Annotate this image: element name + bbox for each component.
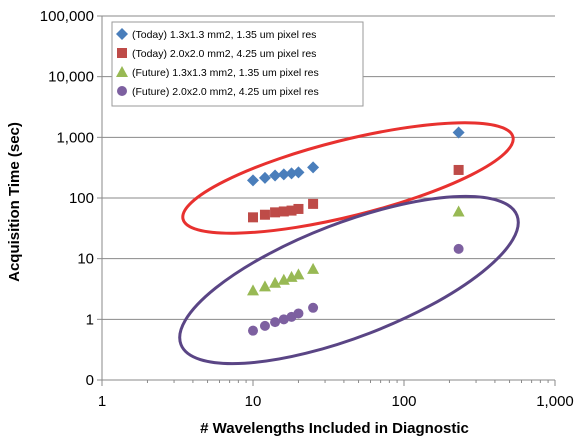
data-point-circle — [248, 325, 258, 336]
y-tick-label: 1 — [86, 311, 94, 328]
y-axis-title: Acquisition Time (sec) — [6, 122, 23, 282]
data-point-diamond — [307, 161, 320, 174]
legend-box — [111, 21, 364, 107]
data-point-circle — [270, 317, 281, 328]
data-point-square — [270, 207, 281, 218]
data-point-square — [259, 209, 270, 220]
y-tick-label: 1,000 — [56, 129, 94, 146]
x-axis-title: # Wavelengths Included in Diagnostic — [200, 420, 469, 437]
data-point-diamond — [452, 126, 465, 139]
highlight-ellipse — [178, 194, 520, 366]
legend-label: (Today) 2.0x2.0 mm2, 4.25 um pixel res — [132, 48, 316, 60]
legend-label: (Future) 1.3x1.3 mm2, 1.35 um pixel res — [132, 67, 319, 79]
data-point-diamond — [269, 169, 282, 182]
data-point-diamond — [258, 171, 271, 184]
data-point-circle — [453, 243, 464, 254]
data-point-circle — [259, 320, 270, 331]
legend-marker-circle — [117, 86, 127, 96]
data-point-triangle — [247, 284, 259, 296]
highlight-ellipse — [181, 121, 515, 235]
ellipse-layer — [178, 121, 520, 366]
data-point-triangle — [452, 205, 465, 217]
data-point-diamond — [247, 174, 259, 187]
data-point-square — [286, 205, 297, 216]
legend-label: (Today) 1.3x1.3 mm2, 1.35 um pixel res — [132, 29, 316, 41]
data-point-diamond — [292, 166, 305, 179]
legend-marker-triangle — [116, 66, 128, 77]
data-point-triangle — [277, 273, 290, 285]
data-point-circle — [278, 314, 289, 325]
y-tick-label: 100 — [69, 190, 94, 207]
data-point-circle — [293, 308, 304, 319]
x-tick-label: 100 — [391, 393, 416, 410]
legend: (Today) 1.3x1.3 mm2, 1.35 um pixel res (T… — [111, 21, 364, 107]
legend-label: (Future) 2.0x2.0 mm2, 4.25 um pixel res — [132, 86, 319, 98]
data-point-square — [278, 206, 289, 217]
x-tick-label: 1 — [98, 393, 106, 410]
y-tick-label: 10,000 — [48, 69, 94, 86]
data-point-triangle — [269, 276, 282, 288]
x-tick-label: 1,000 — [536, 393, 574, 410]
x-tick-label: 10 — [245, 393, 262, 410]
data-point-square — [453, 164, 464, 175]
data-point-diamond — [277, 168, 290, 181]
legend-marker-diamond — [116, 28, 128, 40]
y-tick-label: 0 — [86, 372, 94, 389]
y-tick-label: 100,000 — [40, 8, 94, 25]
data-point-square — [248, 212, 258, 223]
marks-layer — [247, 126, 465, 336]
data-point-square — [308, 198, 319, 209]
data-point-triangle — [307, 262, 320, 274]
data-point-triangle — [258, 280, 271, 292]
data-point-circle — [308, 302, 319, 313]
y-tick-label: 10 — [77, 251, 94, 268]
data-point-triangle — [292, 268, 305, 280]
data-point-square — [293, 203, 304, 214]
legend-marker-square — [117, 48, 127, 58]
